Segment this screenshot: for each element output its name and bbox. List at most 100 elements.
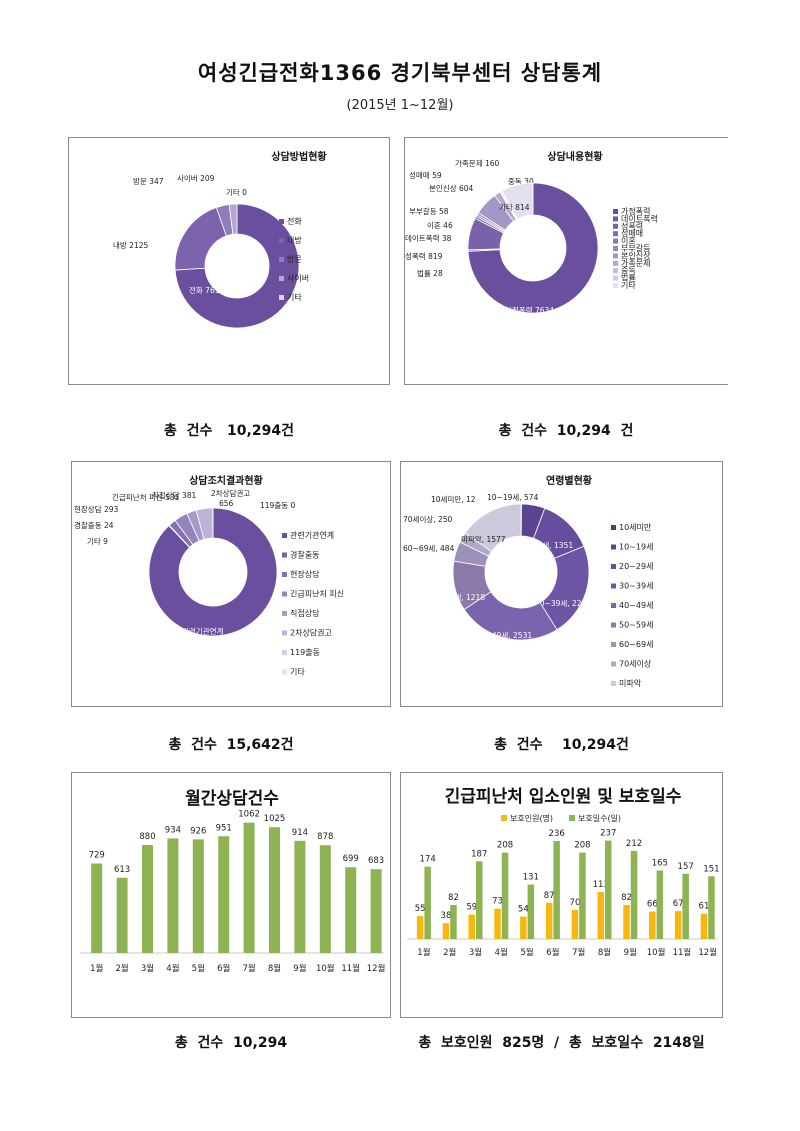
legend-swatch-action-0 (282, 533, 287, 538)
bar-shelter-0-1 (442, 923, 450, 939)
legend-swatch-action-3 (282, 591, 287, 597)
bar-shelter-0-7 (597, 892, 604, 939)
tick-label-monthly-10: 11월 (341, 963, 360, 974)
data-label-method-2: 방문 347 (133, 176, 164, 186)
legend-swatch-method-4 (279, 295, 284, 300)
legend-item-age-3: 30~39세 (619, 582, 653, 591)
bar-value-shelter-1-2: 187 (471, 849, 487, 859)
tick-label-shelter-0: 1월 (417, 947, 430, 958)
legend-swatch-method-2 (279, 257, 284, 262)
legend-item-content-8: 중독 (621, 266, 636, 275)
bar-value-shelter-0-2: 59 (466, 902, 477, 912)
legend-item-content-6: 본인신상 (621, 250, 651, 260)
bar-shelter-0-5 (545, 902, 553, 939)
chart-panel-monthly: 월간상담건수 729 1월 613 2월 880 3월 934 4월 926 5월 951 6월 1062… (71, 772, 391, 1018)
legend-swatch-content-1 (613, 216, 618, 222)
bar-value-shelter-1-5: 236 (549, 829, 565, 839)
tick-label-shelter-3: 4월 (495, 947, 508, 958)
data-label-content-6: 본인신상 604 (429, 183, 474, 193)
page-title: 여성긴급전화1366 경기북부센터 상담통계 (197, 61, 603, 85)
legend-item-action-3: 긴급피난처 피신 (290, 589, 344, 599)
legend-swatch-age-2 (611, 564, 616, 569)
data-label-action-0: 관련기관연계 13748 (182, 626, 223, 646)
bar-shelter-1-9 (656, 870, 664, 939)
legend-swatch-method-0 (279, 219, 284, 224)
total-method: 총 건수 10,294건 (164, 423, 294, 439)
data-label-action-2: 현장상담 293 (74, 504, 119, 514)
data-label-method-3: 사이버 209 (177, 173, 215, 183)
legend-swatch-age-3 (611, 583, 616, 589)
slice-method-0 (174, 203, 300, 329)
legend-item-method-4: 기타 (287, 293, 302, 302)
legend-swatch-age-4 (611, 603, 616, 608)
chart-title-content: 상담내용현황 (547, 150, 603, 163)
tick-label-shelter-11: 12월 (698, 947, 717, 958)
tick-label-monthly-3: 4월 (166, 963, 179, 974)
bar-value-monthly-5: 951 (216, 823, 232, 833)
bar-shelter-0-11 (700, 913, 708, 939)
data-label-content-3: 성매매 59 (409, 171, 442, 180)
bar-shelter-1-2 (476, 861, 483, 939)
bar-shelter-1-8 (630, 850, 638, 939)
page-subtitle: (2015년 1~12월) (346, 98, 454, 113)
legend-swatch-action-6 (282, 650, 287, 655)
legend-swatch-age-7 (611, 661, 616, 667)
bar-value-monthly-11: 683 (368, 856, 384, 866)
bar-monthly-9 (319, 845, 331, 953)
bar-monthly-0 (91, 863, 103, 953)
slice-method-1 (174, 207, 227, 271)
chart-panel-content: 상담내용현황 가정폭력 7634 데이트폭력 38 성폭력 819 성매매 59 이혼 4… (404, 137, 728, 385)
data-label-content-4: 이혼 46 (427, 220, 453, 230)
chart-title-monthly: 월간상담건수 (185, 789, 279, 809)
legend-swatch-method-3 (279, 276, 284, 281)
data-label-action-5: 2차상담권고 656 (211, 488, 250, 508)
bar-shelter-1-6 (579, 852, 586, 939)
legend-swatch-age-5 (611, 622, 616, 628)
chart-title-age: 연령별현황 (546, 474, 593, 487)
tick-label-shelter-5: 6월 (546, 947, 559, 958)
chart-monthly-svg: 월간상담건수 729 1월 613 2월 880 3월 934 4월 926 5월 951 6월 1062… (80, 789, 386, 974)
bar-value-monthly-3: 934 (165, 825, 181, 835)
legend-item-action-7: 기타 (290, 668, 305, 677)
tick-label-monthly-11: 12월 (367, 963, 386, 974)
legend-item-action-4: 직접상담 (290, 608, 320, 618)
legend-item-age-1: 10~19세 (619, 543, 653, 552)
bar-shelter-0-6 (571, 909, 579, 939)
legend-item-action-6: 119출동 (290, 647, 320, 657)
bar-shelter-1-3 (501, 852, 509, 939)
legend-item-age-7: 70세이상 (619, 659, 652, 669)
legend-item-content-5: 부부갈등 (621, 244, 650, 253)
bar-monthly-8 (294, 840, 306, 953)
bar-value-shelter-1-1: 82 (448, 893, 459, 903)
data-label-action-7: 기타 9 (87, 537, 108, 546)
legend-swatch-action-4 (282, 611, 287, 616)
data-label-age-1: 10~19세, 574 (487, 493, 539, 502)
tick-label-shelter-9: 10월 (647, 947, 666, 958)
slice-content-10 (501, 182, 534, 220)
data-label-method-1: 내방 2125 (113, 240, 148, 250)
data-label-age-4: 40~49세, 2531 (476, 631, 532, 640)
legend-swatch-age-0 (611, 525, 616, 530)
bar-monthly-3 (167, 838, 179, 953)
legend-item-method-3: 사이버 (287, 273, 309, 283)
legend-item-age-6: 60~69세 (619, 640, 653, 649)
bar-shelter-0-4 (520, 916, 527, 939)
data-label-age-7: 70세이상, 250 (403, 514, 453, 524)
legend-item-age-0: 10세미만 (619, 523, 652, 532)
bar-value-monthly-2: 880 (139, 832, 155, 842)
bar-monthly-6 (243, 822, 255, 953)
legend-item-content-0: 가정폭력 (621, 206, 650, 216)
slice-content-0 (467, 182, 599, 314)
data-label-age-2: 20~29세, 1351 (517, 541, 573, 550)
legend-swatch-action-2 (282, 572, 287, 577)
legend-swatch-content-0 (613, 209, 618, 214)
legend-swatch-action-1 (282, 552, 287, 558)
legend-swatch-method-1 (279, 238, 284, 243)
bar-monthly-5 (218, 836, 230, 953)
bar-value-shelter-1-10: 157 (678, 862, 694, 872)
legend-item-content-4: 이혼 (621, 236, 636, 246)
bar-value-monthly-8: 914 (292, 828, 308, 838)
